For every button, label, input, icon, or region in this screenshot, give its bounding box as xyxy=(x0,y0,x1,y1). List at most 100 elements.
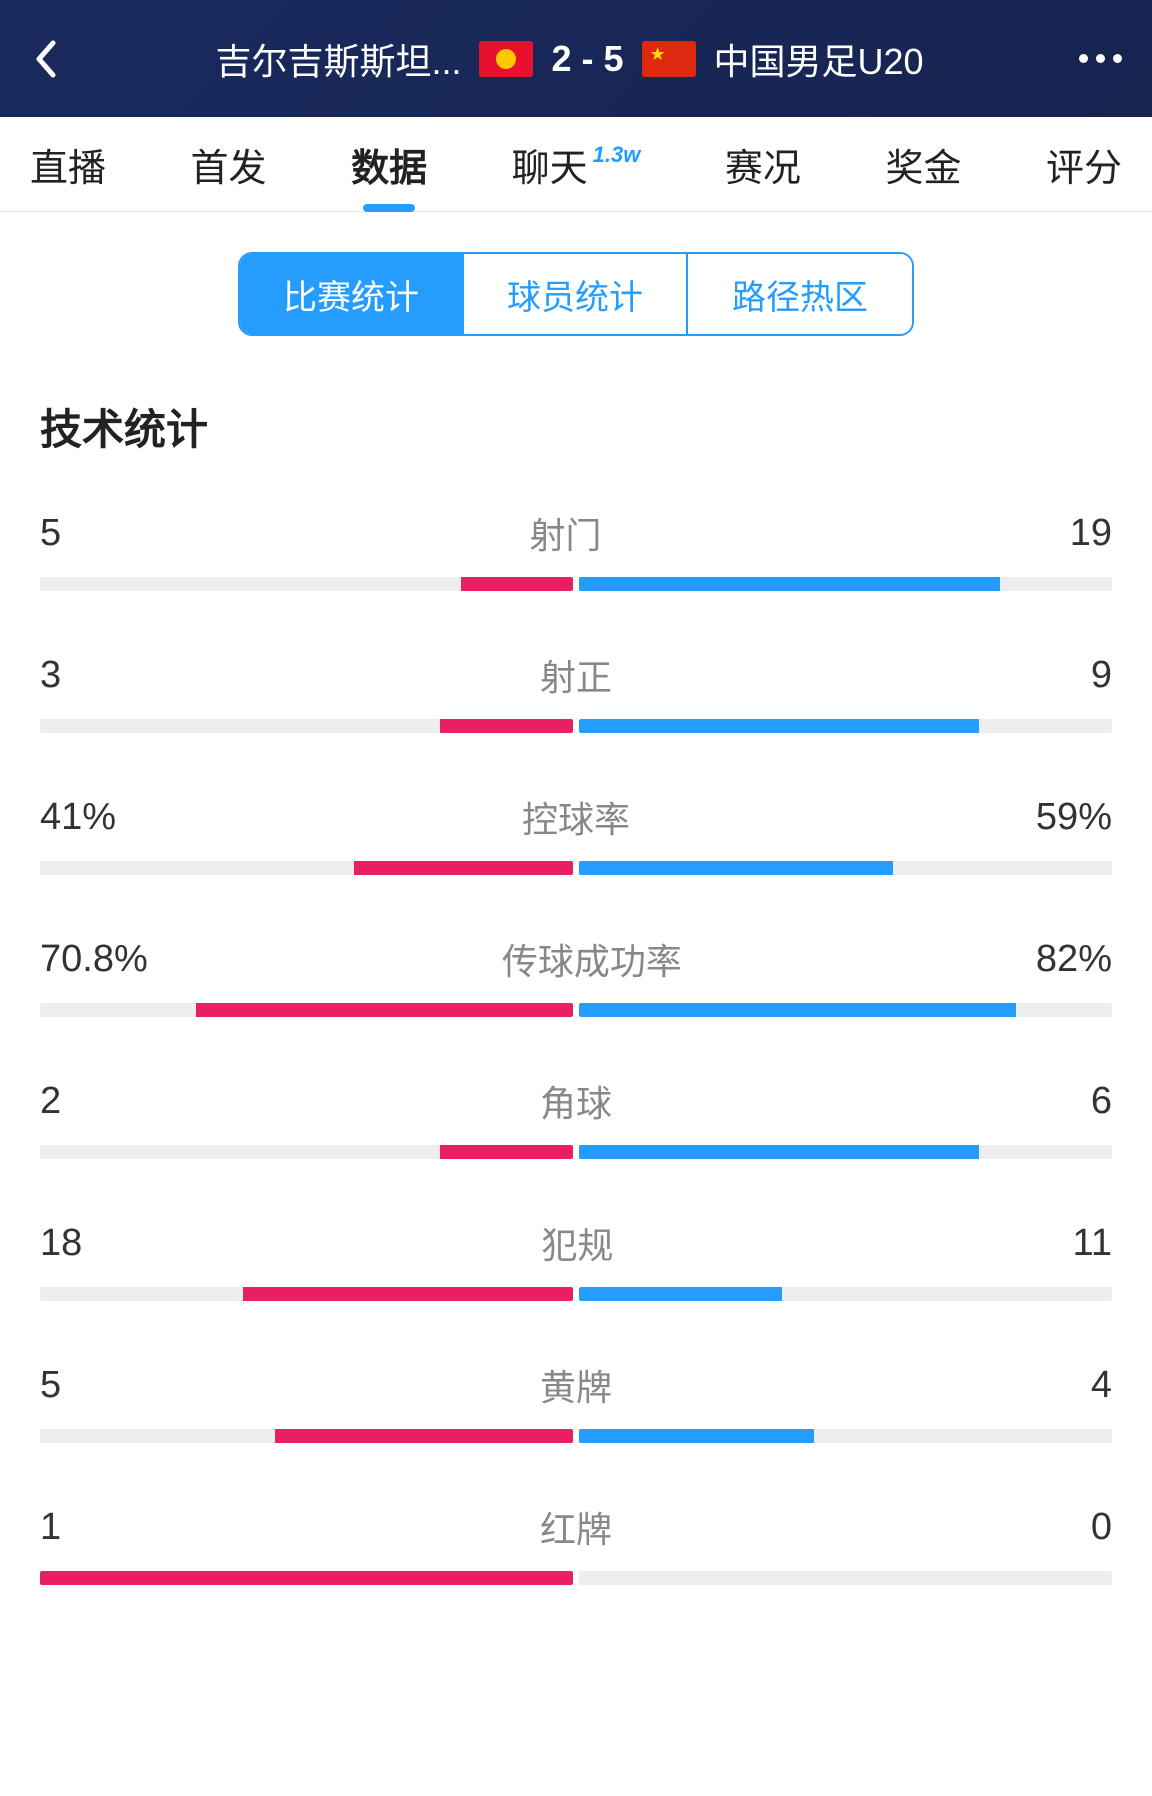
team1-flag-icon xyxy=(479,41,533,77)
stat-values: 2 角球 6 xyxy=(40,1075,1112,1127)
team2-flag-icon xyxy=(642,41,696,77)
stat-right-value: 0 xyxy=(1091,1506,1112,1549)
bar-left-track xyxy=(40,861,573,875)
stat-bar xyxy=(40,1429,1112,1443)
tab-label: 奖金 xyxy=(885,137,961,192)
segment-btn-0[interactable]: 比赛统计 xyxy=(240,254,464,334)
stat-right-value: 82% xyxy=(1036,938,1112,981)
bar-left-track xyxy=(40,1571,573,1585)
stat-bar xyxy=(40,1003,1112,1017)
tab-3[interactable]: 聊天1.3w xyxy=(502,117,651,212)
stat-row: 70.8%传球成功率82% xyxy=(40,933,1112,1017)
bar-left-fill xyxy=(440,1145,573,1159)
stat-right-value: 59% xyxy=(1036,796,1112,839)
bar-left-track xyxy=(40,1429,573,1443)
tab-label: 赛况 xyxy=(725,137,801,192)
dot-icon xyxy=(1096,54,1105,63)
match-score: 2 - 5 xyxy=(551,38,623,80)
bar-left-track xyxy=(40,1287,573,1301)
stat-row: 41% 控球率 59% xyxy=(40,791,1112,875)
bar-right-track xyxy=(579,1429,1112,1443)
stat-label: 传球成功率 xyxy=(502,933,682,985)
stat-bar xyxy=(40,1287,1112,1301)
stat-values: 5 黄牌 4 xyxy=(40,1359,1112,1411)
bar-right-track xyxy=(579,1571,1112,1585)
tab-0[interactable]: 直播 xyxy=(20,117,116,212)
more-button[interactable] xyxy=(1079,54,1122,63)
tab-5[interactable]: 奖金 xyxy=(875,117,971,212)
bar-left-fill xyxy=(440,719,573,733)
stat-left-value: 1 xyxy=(40,1506,61,1549)
bar-left-fill xyxy=(275,1429,573,1443)
bar-right-fill xyxy=(579,719,979,733)
stat-label: 角球 xyxy=(540,1075,612,1127)
stat-right-value: 9 xyxy=(1091,654,1112,697)
bar-right-track xyxy=(579,1287,1112,1301)
stat-row: 18犯规11 xyxy=(40,1217,1112,1301)
bar-right-fill xyxy=(579,1429,814,1443)
bar-left-fill xyxy=(354,861,573,875)
bar-right-track xyxy=(579,719,1112,733)
segment-btn-1[interactable]: 球员统计 xyxy=(464,254,688,334)
tab-4[interactable]: 赛况 xyxy=(715,117,811,212)
bar-right-track xyxy=(579,1145,1112,1159)
stat-values: 18犯规11 xyxy=(40,1217,1112,1269)
tab-label: 数据 xyxy=(351,137,427,192)
bar-left-track xyxy=(40,719,573,733)
stat-left-value: 5 xyxy=(40,512,61,555)
stat-bar xyxy=(40,861,1112,875)
stat-right-value: 6 xyxy=(1091,1080,1112,1123)
stat-right-value: 19 xyxy=(1070,512,1112,555)
bar-left-fill xyxy=(196,1003,573,1017)
back-button[interactable] xyxy=(30,34,60,84)
tab-2[interactable]: 数据 xyxy=(341,117,437,212)
stat-values: 5射门19 xyxy=(40,507,1112,559)
stat-row: 5 黄牌 4 xyxy=(40,1359,1112,1443)
tab-label: 首发 xyxy=(191,137,267,192)
bar-right-fill xyxy=(579,577,1000,591)
bar-right-fill xyxy=(579,861,893,875)
stat-bar xyxy=(40,577,1112,591)
tab-label: 直播 xyxy=(30,137,106,192)
stat-row: 5射门19 xyxy=(40,507,1112,591)
segment-btn-2[interactable]: 路径热区 xyxy=(688,254,912,334)
tab-1[interactable]: 首发 xyxy=(181,117,277,212)
tab-label: 聊天 xyxy=(512,137,588,192)
stat-bar xyxy=(40,719,1112,733)
app-header: 吉尔吉斯斯坦... 2 - 5 中国男足U20 xyxy=(0,0,1152,117)
stat-row: 2 角球 6 xyxy=(40,1075,1112,1159)
dot-icon xyxy=(1079,54,1088,63)
segment-control-wrap: 比赛统计球员统计路径热区 xyxy=(0,212,1152,376)
stat-left-value: 41% xyxy=(40,796,116,839)
stat-right-value: 4 xyxy=(1091,1364,1112,1407)
stat-values: 41% 控球率 59% xyxy=(40,791,1112,843)
bar-left-fill xyxy=(461,577,573,591)
stat-values: 1红牌0 xyxy=(40,1501,1112,1553)
dot-icon xyxy=(1113,54,1122,63)
team1-name: 吉尔吉斯斯坦... xyxy=(215,33,461,85)
chevron-left-icon xyxy=(33,39,57,79)
stat-bar xyxy=(40,1571,1112,1585)
stat-left-value: 3 xyxy=(40,654,61,697)
stat-row: 3 射正 9 xyxy=(40,649,1112,733)
bar-right-track xyxy=(579,577,1112,591)
stat-left-value: 5 xyxy=(40,1364,61,1407)
stat-left-value: 2 xyxy=(40,1080,61,1123)
stat-label: 犯规 xyxy=(541,1217,613,1269)
tab-6[interactable]: 评分 xyxy=(1036,117,1132,212)
stat-values: 70.8%传球成功率82% xyxy=(40,933,1112,985)
bar-right-fill xyxy=(579,1003,1016,1017)
bar-left-track xyxy=(40,577,573,591)
stat-label: 射正 xyxy=(540,649,612,701)
tab-label: 评分 xyxy=(1046,137,1122,192)
bar-left-fill xyxy=(40,1571,573,1585)
tab-badge: 1.3w xyxy=(593,142,641,168)
section-title: 技术统计 xyxy=(0,376,1152,507)
stats-list: 5射门193射正941%控球率59%70.8%传球成功率82%2角球618犯规1… xyxy=(0,507,1152,1585)
bar-left-fill xyxy=(243,1287,573,1301)
bar-right-track xyxy=(579,861,1112,875)
bar-right-fill xyxy=(579,1145,979,1159)
stat-label: 黄牌 xyxy=(540,1359,612,1411)
team2-name: 中国男足U20 xyxy=(714,33,924,85)
stat-label: 控球率 xyxy=(522,791,630,843)
